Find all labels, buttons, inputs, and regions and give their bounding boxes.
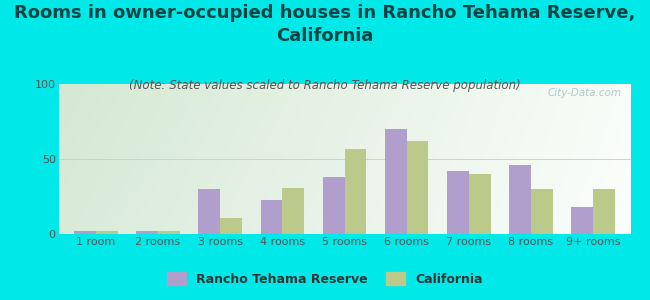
Bar <box>344 148 366 234</box>
Bar <box>447 171 469 234</box>
Bar <box>531 189 552 234</box>
Bar <box>469 174 491 234</box>
Text: City-Data.com: City-Data.com <box>548 88 622 98</box>
Text: Rooms in owner-occupied houses in Rancho Tehama Reserve,
California: Rooms in owner-occupied houses in Rancho… <box>14 4 636 45</box>
Bar <box>509 165 531 234</box>
Legend: Rancho Tehama Reserve, California: Rancho Tehama Reserve, California <box>162 267 488 291</box>
Bar <box>385 129 407 234</box>
Bar <box>407 141 428 234</box>
Bar <box>136 231 158 234</box>
Bar <box>261 200 282 234</box>
Text: (Note: State values scaled to Rancho Tehama Reserve population): (Note: State values scaled to Rancho Teh… <box>129 80 521 92</box>
Bar <box>96 231 118 234</box>
Bar <box>158 231 180 234</box>
Bar <box>198 189 220 234</box>
Bar <box>220 218 242 234</box>
Bar <box>593 189 615 234</box>
Bar <box>323 177 345 234</box>
Bar <box>282 188 304 234</box>
Bar <box>74 231 96 234</box>
Bar <box>571 207 593 234</box>
